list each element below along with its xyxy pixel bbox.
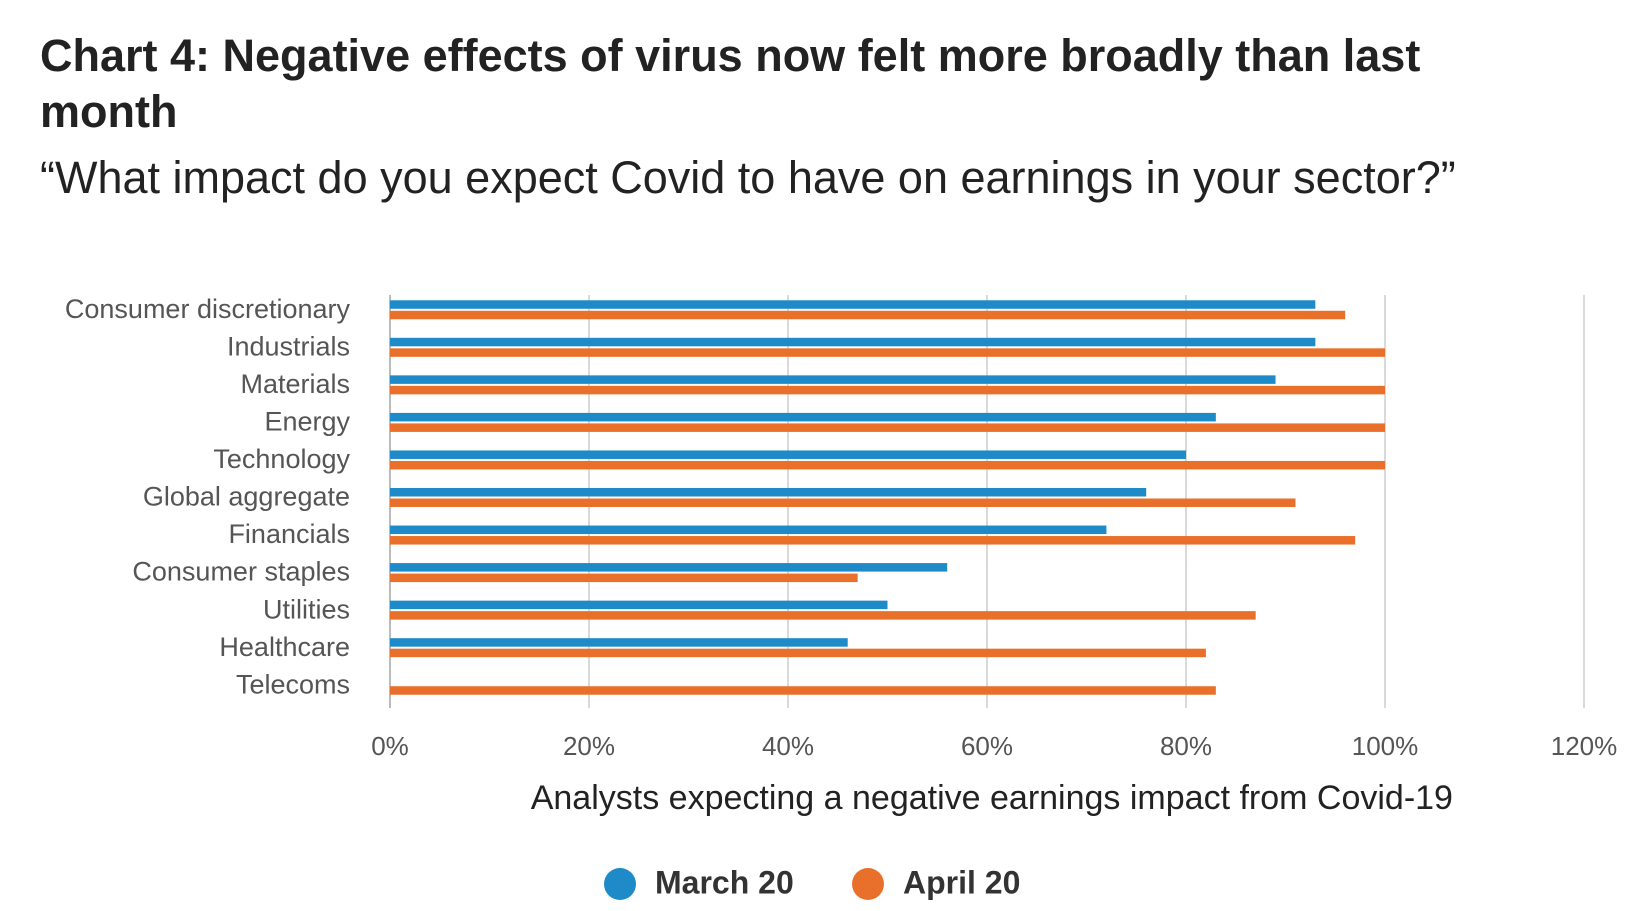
x-axis-title: Analysts expecting a negative earnings i… <box>531 779 1453 817</box>
bar <box>390 648 1206 658</box>
y-tick-label: Consumer discretionary <box>65 294 351 324</box>
y-tick-label: Industrials <box>227 331 350 361</box>
bar <box>390 611 1256 620</box>
y-tick-label: Global aggregate <box>143 482 350 512</box>
bar <box>390 423 1385 432</box>
y-tick-label: Materials <box>240 369 350 399</box>
bar <box>390 412 1216 422</box>
x-tick-label: 100% <box>1352 731 1419 761</box>
bar <box>390 375 1276 384</box>
x-tick-label: 60% <box>961 731 1013 761</box>
bar <box>390 450 1186 459</box>
bar <box>390 600 888 610</box>
bar <box>390 638 848 647</box>
x-tick-label: 20% <box>563 731 615 761</box>
y-tick-label: Consumer staples <box>132 557 350 587</box>
bar <box>390 573 858 583</box>
chart-subtitle: “What impact do you expect Covid to have… <box>40 152 1456 203</box>
bar <box>390 498 1296 507</box>
bar <box>390 525 1107 535</box>
x-tick-label: 80% <box>1160 731 1212 761</box>
bar <box>390 348 1385 357</box>
bar <box>390 563 948 572</box>
legend-label: March 20 <box>655 864 794 900</box>
y-tick-label: Financials <box>228 519 350 549</box>
y-tick-label: Utilities <box>263 594 350 624</box>
legend-label: April 20 <box>903 864 1020 900</box>
bar <box>390 310 1346 320</box>
x-tick-label: 120% <box>1551 731 1618 761</box>
x-tick-label: 0% <box>371 731 409 761</box>
y-tick-label: Healthcare <box>219 632 350 662</box>
y-tick-label: Telecoms <box>236 669 350 699</box>
bar <box>390 536 1356 545</box>
y-tick-label: Energy <box>264 407 350 437</box>
bar <box>390 337 1316 347</box>
x-tick-label: 40% <box>762 731 814 761</box>
legend-marker <box>604 868 636 900</box>
chart-title: Chart 4: Negative effects of virus now f… <box>40 30 1421 137</box>
bar <box>390 460 1385 470</box>
bar <box>390 385 1385 395</box>
bar <box>390 300 1316 309</box>
y-tick-label: Technology <box>213 444 350 474</box>
bar <box>390 686 1216 695</box>
legend-marker <box>852 868 884 900</box>
bar <box>390 488 1147 497</box>
